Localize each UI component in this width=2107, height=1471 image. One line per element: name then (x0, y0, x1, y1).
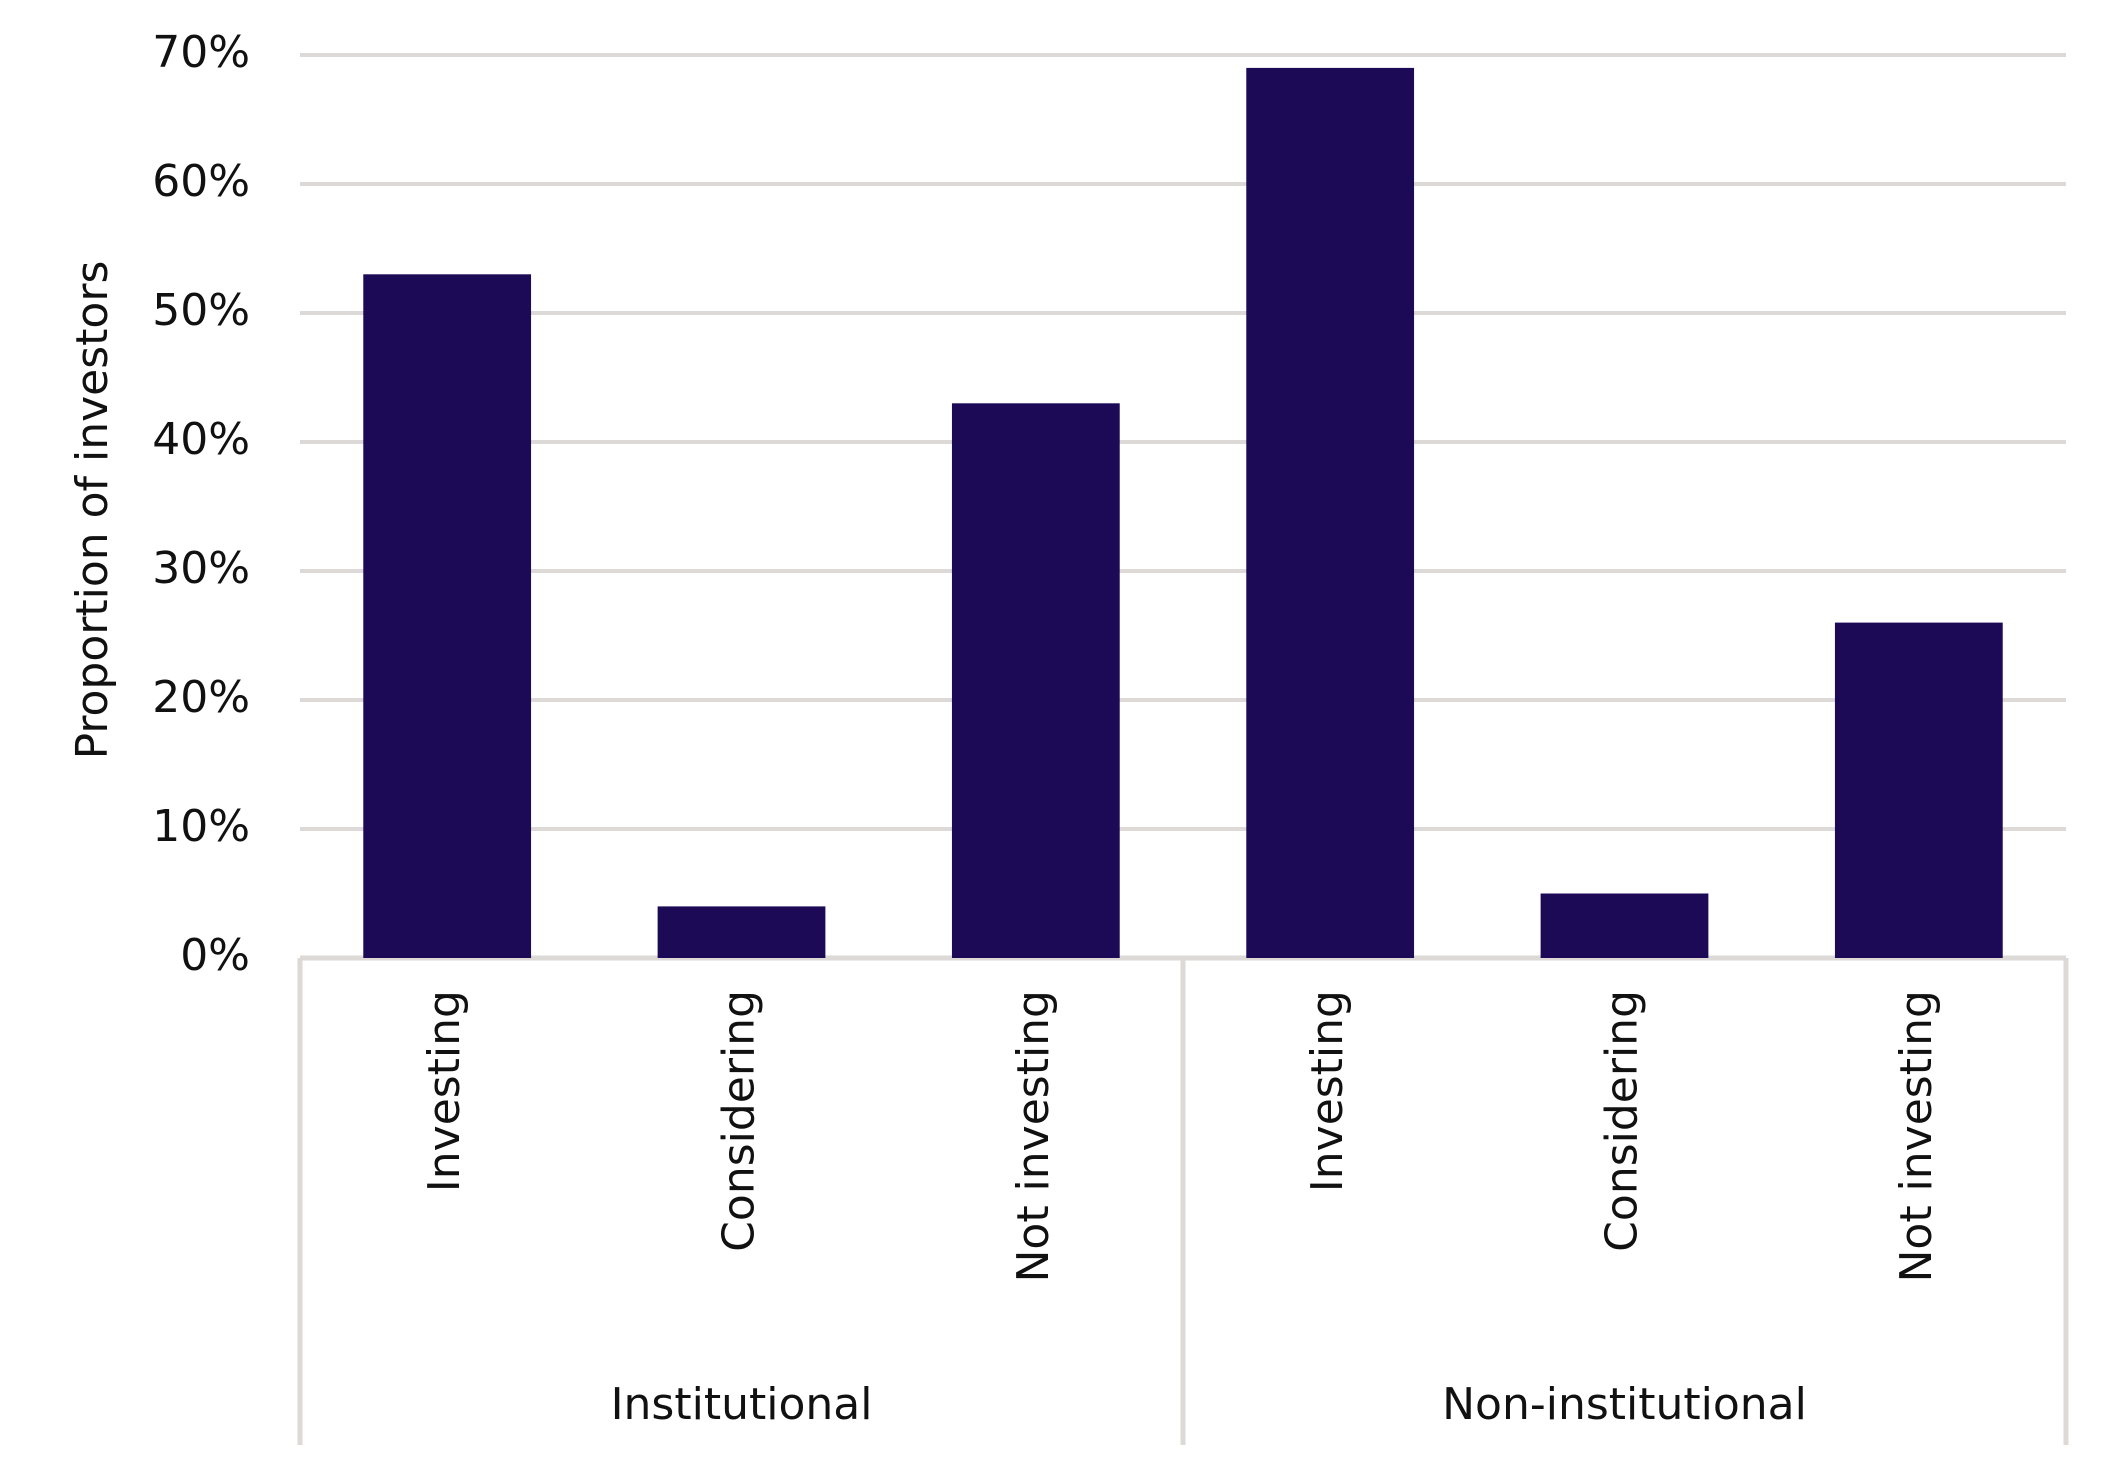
x-tick-label: Not investing (1008, 990, 1059, 1283)
y-tick-label: 10% (152, 801, 250, 852)
y-axis-label: Proportion of investors (67, 261, 118, 760)
bar (951, 403, 1120, 958)
y-tick-label: 60% (152, 156, 250, 207)
group-label: Institutional (611, 1379, 873, 1430)
y-tick-label: 70% (152, 27, 250, 78)
bar (657, 906, 826, 958)
x-tick-label: Considering (1597, 990, 1648, 1252)
y-tick-label: 40% (152, 414, 250, 465)
y-tick-label: 20% (152, 672, 250, 723)
bar (1246, 67, 1415, 958)
y-tick-label: 30% (152, 543, 250, 594)
y-tick-label: 0% (180, 930, 250, 981)
y-tick-label: 50% (152, 285, 250, 336)
group-label: Non-institutional (1442, 1379, 1807, 1430)
x-tick-label: Not investing (1891, 990, 1942, 1283)
x-tick-label: Considering (714, 990, 765, 1252)
bar (363, 274, 532, 958)
bar (1834, 622, 2003, 958)
x-tick-label: Investing (1302, 990, 1353, 1192)
x-tick-label: Investing (419, 990, 470, 1192)
bar (1540, 893, 1709, 958)
